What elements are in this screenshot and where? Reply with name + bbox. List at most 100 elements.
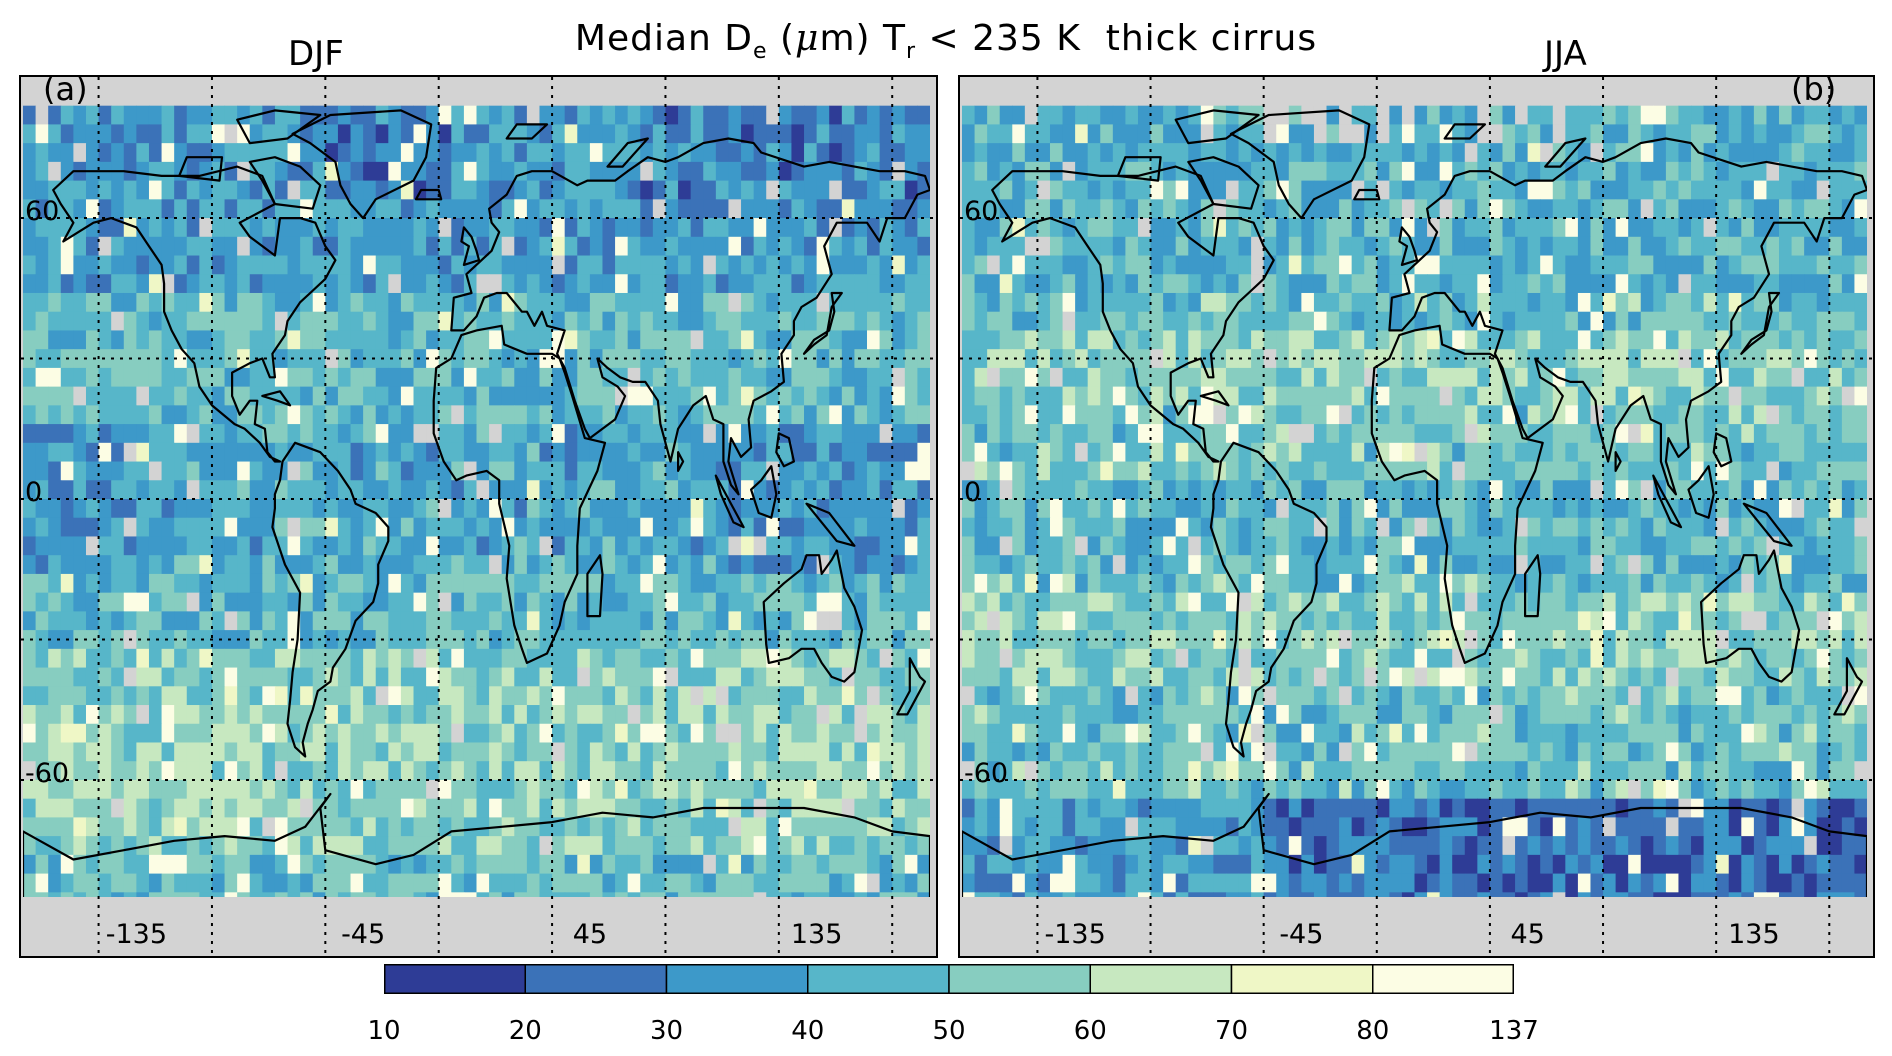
heatmap-cell [186,330,200,350]
heatmap-cell [1175,517,1189,537]
heatmap-cell [23,873,37,893]
heatmap-cell [1527,386,1541,406]
heatmap-cell [1163,536,1177,556]
heatmap-cell [640,311,654,331]
heatmap-cell [615,836,629,856]
heatmap-cell [962,236,976,257]
heatmap-cell [1502,461,1516,481]
heatmap-cell [287,274,301,294]
heatmap-cell [274,761,289,781]
heatmap-cell [23,424,37,444]
heatmap-cell [791,367,805,388]
heatmap-cell [1841,405,1855,425]
heatmap-cell [1791,330,1805,350]
heatmap-cell [23,161,37,182]
heatmap-cell [854,218,868,238]
heatmap-cell [1565,349,1579,369]
heatmap-cell [1188,367,1202,388]
heatmap-cell [237,536,251,556]
heatmap-cell [224,311,238,331]
heatmap-cell [85,742,100,762]
heatmap-cell [1829,555,1843,575]
heatmap-cell [841,105,855,125]
heatmap-cell [1276,480,1290,500]
heatmap-cell [111,461,125,481]
heatmap-cell [892,573,906,594]
heatmap-cell [627,592,641,612]
heatmap-cell [249,573,263,594]
heatmap-cell [85,367,100,388]
heatmap-cell [85,761,100,781]
heatmap-cell [602,180,616,200]
heatmap-cell [1577,330,1591,350]
heatmap-cell [652,742,666,762]
heatmap-cell [211,274,226,294]
heatmap-cell [1640,499,1654,519]
heatmap-cell [1037,367,1051,388]
heatmap-cell [829,817,843,837]
heatmap-cell [312,499,326,519]
heatmap-cell [1401,180,1415,200]
heatmap-cell [974,218,988,238]
heatmap-cell [174,143,188,163]
heatmap-cell [501,742,515,762]
heatmap-cell [148,817,163,837]
panel-a-season-title: DJF [288,34,344,74]
heatmap-cell [974,536,988,556]
heatmap-cell [1615,424,1629,444]
heatmap-cell [161,367,175,388]
heatmap-cell [312,367,326,388]
heatmap-cell [1087,442,1101,463]
heatmap-cell [224,873,238,893]
heatmap-cell [186,424,200,444]
heatmap-cell [1829,311,1843,331]
heatmap-cell [665,742,679,762]
heatmap-cell [1703,161,1717,182]
heatmap-cell [363,105,377,125]
heatmap-cell [1527,274,1541,294]
heatmap-cell [1540,143,1554,163]
heatmap-cell [1049,311,1064,331]
heatmap-cell [1137,536,1152,556]
heatmap-cell [1301,573,1315,594]
heatmap-cell [300,630,314,650]
heatmap-cell [413,873,427,893]
heatmap-cell [1841,517,1855,537]
heatmap-cell [199,292,213,313]
heatmap-cell [463,180,477,200]
heatmap-cell [1401,424,1415,444]
heatmap-cell [60,461,74,481]
heatmap-cell [1841,124,1855,144]
heatmap-cell [98,367,112,388]
heatmap-cell [514,442,528,463]
heatmap-cell [1389,499,1403,519]
heatmap-cell [476,592,490,612]
heatmap-cell [35,292,49,313]
heatmap-cell [1640,292,1654,313]
heatmap-cell [1590,199,1604,219]
heatmap-cell [1779,555,1793,575]
heatmap-cell [1854,536,1867,556]
heatmap-cell [211,667,226,687]
heatmap-cell [917,424,930,444]
heatmap-cell [224,349,238,369]
heatmap-cell [1791,292,1805,313]
heatmap-cell [1326,461,1340,481]
heatmap-cell [60,311,74,331]
heatmap-cell [1615,480,1629,500]
heatmap-cell [1163,555,1177,575]
heatmap-cell [1628,330,1642,350]
heatmap-cell [1691,124,1705,144]
heatmap-cell [111,405,125,425]
heatmap-cell [23,798,37,818]
heatmap-cell [867,292,881,313]
heatmap-cell [1741,105,1755,125]
heatmap-cell [501,667,515,687]
heatmap-cell [665,686,679,706]
heatmap-cell [1150,255,1164,275]
heatmap-cell [1816,461,1830,481]
heatmap-cell [111,873,125,893]
heatmap-cell [1691,461,1705,481]
heatmap-cell [841,836,855,856]
heatmap-cell [974,442,988,463]
